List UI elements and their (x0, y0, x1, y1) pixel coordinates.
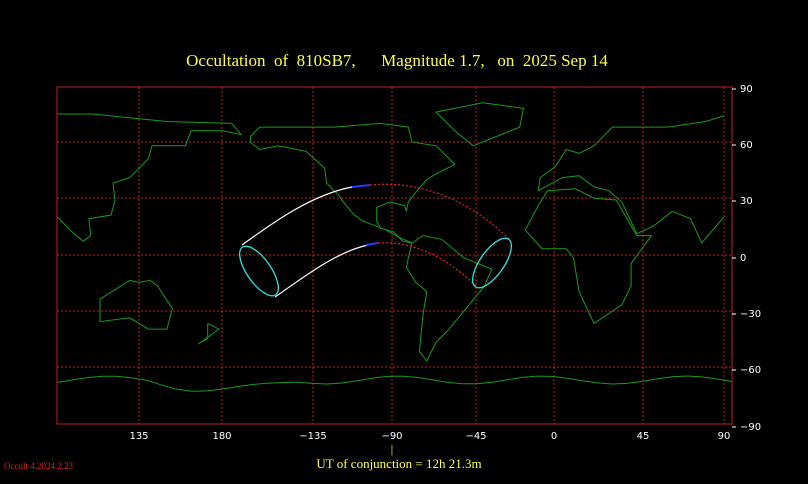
longitude-label: 180 (212, 431, 231, 442)
axis-labels: 135 180 −135 −90 −45 0 45 90 90 60 30 0 −30 −60 −90 (129, 84, 761, 442)
path-extension-south (377, 242, 479, 289)
longitude-label: −45 (465, 431, 486, 442)
latitude-label: −30 (740, 309, 761, 320)
africa (524, 188, 653, 325)
new-zealand (198, 322, 220, 345)
south-america (405, 235, 493, 362)
grid (57, 87, 732, 424)
path-edge-south (274, 244, 369, 298)
map-title: Occultation of 810SB7, Magnitude 1.7, on… (186, 51, 608, 70)
conjunction-time: UT of conjunction = 12h 21.3m (316, 456, 481, 471)
longitude-label: 0 (551, 431, 557, 442)
asia-south (538, 175, 725, 244)
longitude-label: 90 (718, 431, 731, 442)
path-start-north (351, 184, 371, 188)
path-start-south (365, 242, 379, 246)
longitude-label: 135 (129, 431, 148, 442)
path-edge-north (241, 186, 353, 246)
asia-east (56, 113, 243, 242)
map-frame (56, 86, 733, 425)
latitude-label: 0 (740, 253, 746, 264)
version-label: Occult 4.2024.2.23 (4, 461, 73, 471)
continents (56, 102, 733, 392)
shadow-ellipse-east (472, 237, 512, 289)
longitude-label: −90 (381, 431, 402, 442)
latitude-label: −60 (740, 365, 761, 376)
north-america (249, 122, 456, 244)
shadow-ellipse-west (239, 245, 279, 297)
path-extension-north (369, 183, 511, 241)
longitude-label: 45 (637, 431, 650, 442)
occultation-path (239, 183, 512, 298)
eurasia-west (537, 115, 725, 191)
latitude-label: 60 (740, 140, 753, 151)
greenland (435, 102, 524, 147)
latitude-label: −90 (740, 422, 761, 433)
latitude-label: 30 (740, 196, 753, 207)
conjunction-marker: | (391, 442, 393, 456)
australia (99, 279, 173, 330)
antarctica (56, 375, 733, 392)
latitude-label: 90 (740, 84, 753, 95)
longitude-label: −135 (299, 431, 326, 442)
